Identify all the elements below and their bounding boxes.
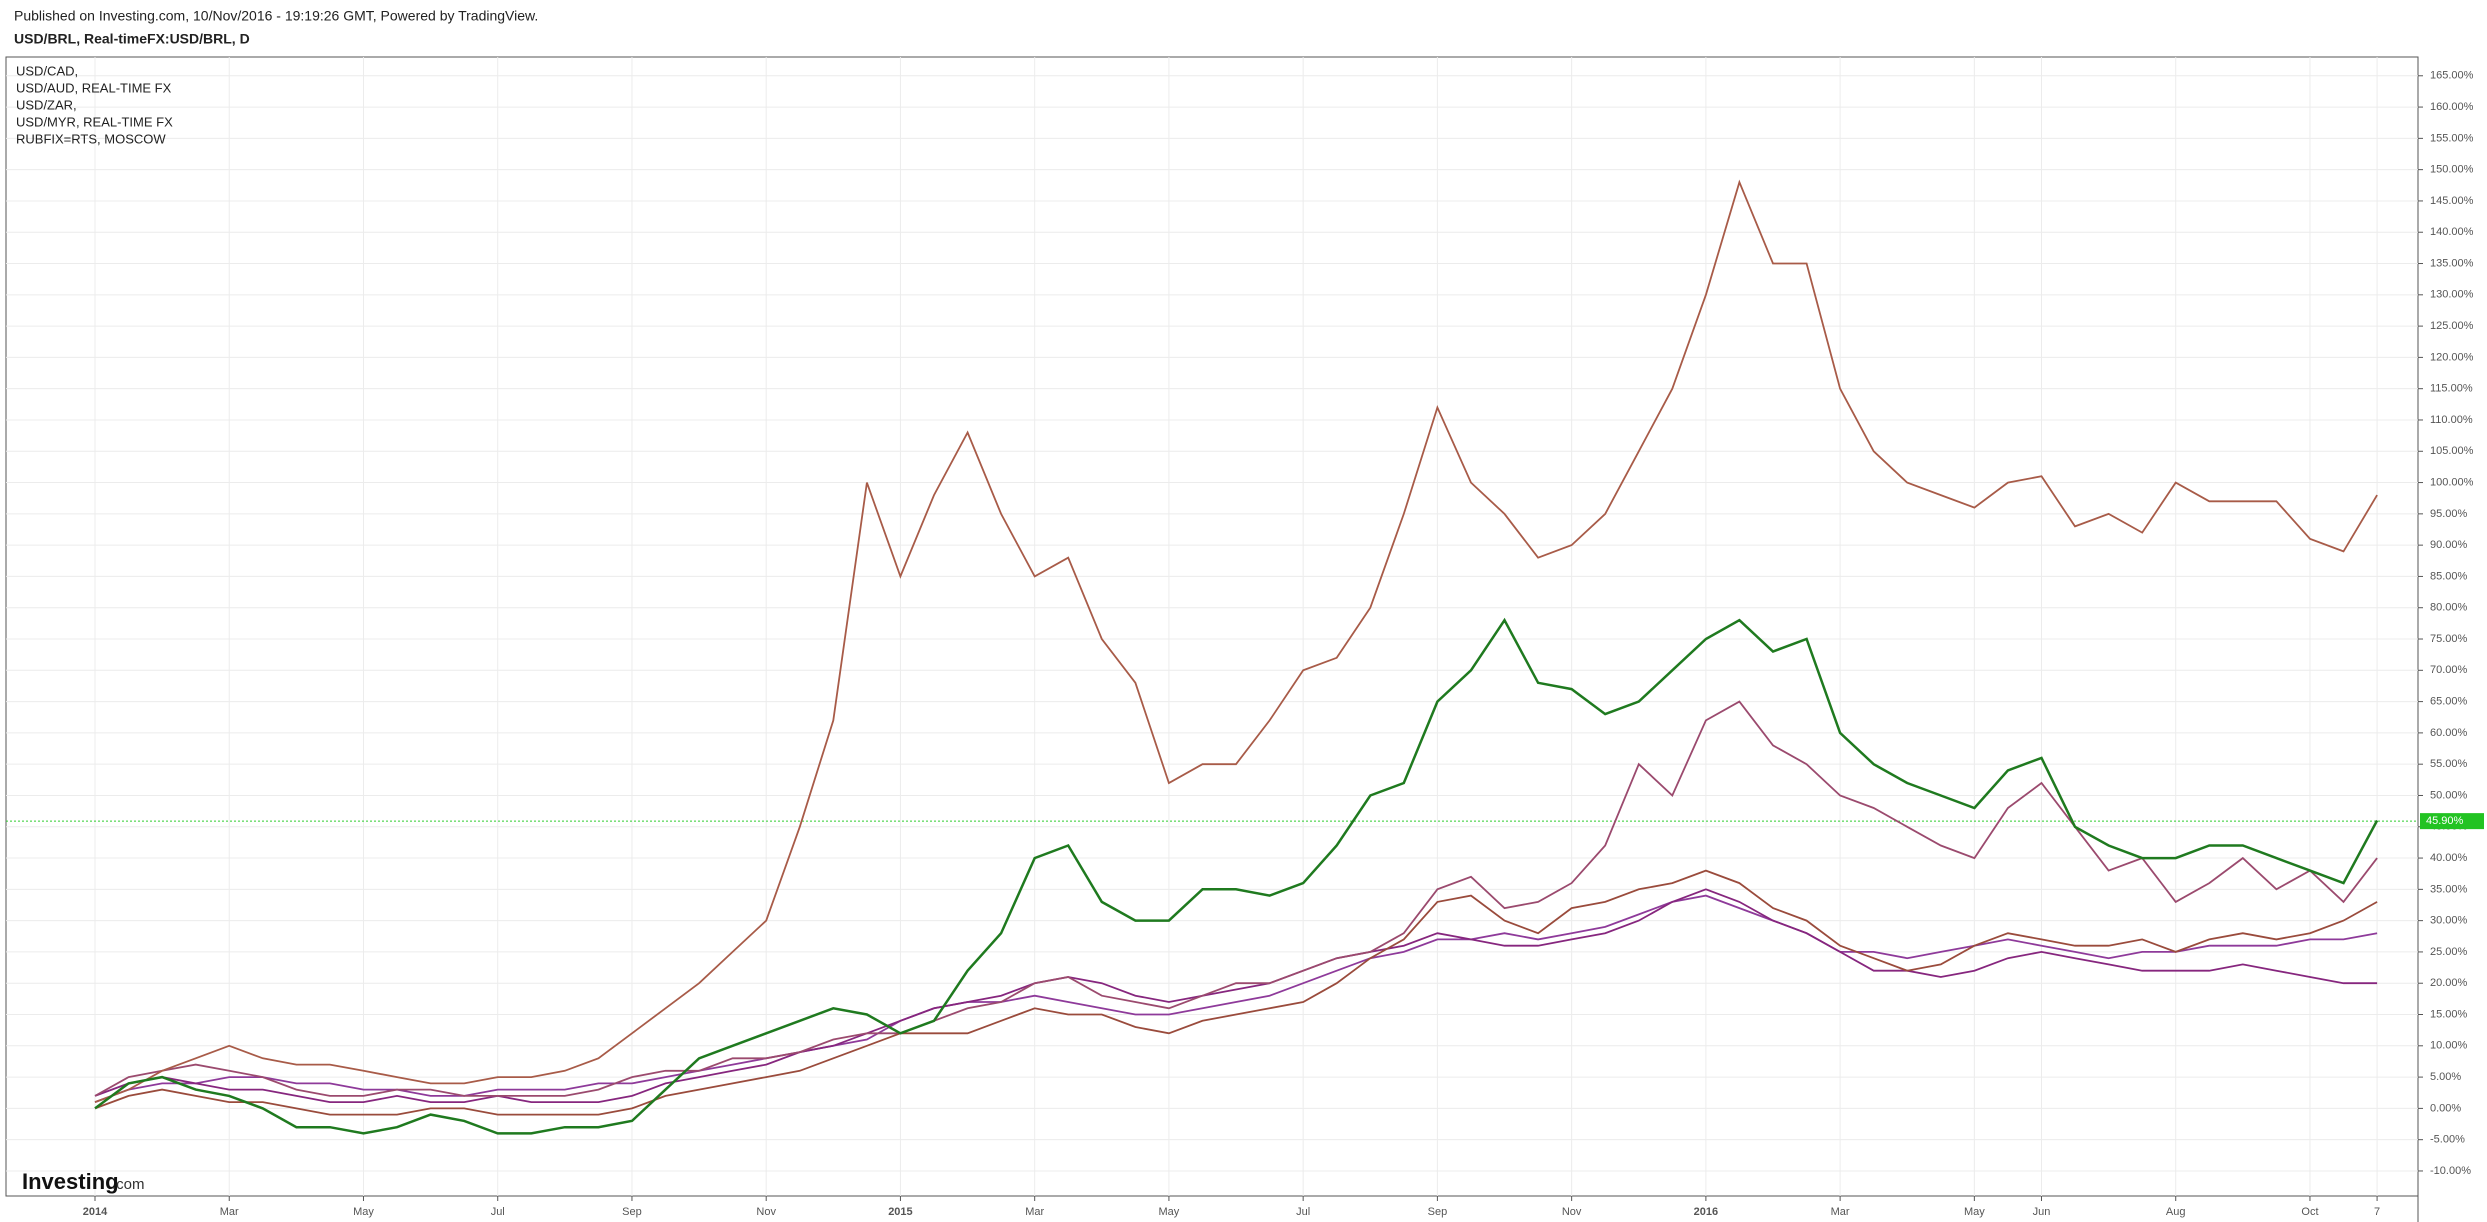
y-tick-label: 165.00% [2430,70,2474,82]
chart-title: USD/BRL, Real-timeFX:USD/BRL, D [14,31,250,47]
legend-label: USD/AUD, REAL-TIME FX [16,80,172,95]
y-tick-label: 5.00% [2430,1071,2461,1083]
y-tick-label: 90.00% [2430,539,2468,551]
y-tick-label: 10.00% [2430,1040,2468,1052]
x-tick-label: 7 [2374,1206,2380,1218]
x-tick-label: May [1964,1206,1985,1218]
watermark: Investing [22,1169,119,1194]
series-line [94,869,2378,1116]
y-tick-label: 110.00% [2430,414,2473,426]
y-tick-label: 40.00% [2430,852,2468,864]
y-tick-label: 85.00% [2430,570,2468,582]
legend-label: RUBFIX=RTS, MOSCOW [16,131,166,146]
x-tick-label: 2015 [888,1206,912,1218]
y-tick-label: 25.00% [2430,946,2468,958]
x-tick-label: May [353,1206,374,1218]
y-tick-label: 145.00% [2430,195,2474,207]
y-tick-label: 0.00% [2430,1102,2461,1114]
y-tick-label: 60.00% [2430,727,2468,739]
x-tick-label: 2014 [83,1206,108,1218]
y-tick-label: 50.00% [2430,789,2468,801]
last-price-label: 45.90% [2426,815,2464,827]
last-price-box [2420,813,2484,830]
x-tick-label: Mar [220,1206,239,1218]
watermark: .com [112,1176,145,1193]
series-line [94,700,2378,1097]
y-tick-label: 115.00% [2430,383,2473,395]
series-line [94,888,2378,1103]
y-tick-label: 160.00% [2430,101,2474,113]
y-tick-label: 120.00% [2430,351,2474,363]
y-tick-label: 155.00% [2430,132,2474,144]
x-tick-label: Oct [2301,1206,2318,1218]
y-tick-label: 140.00% [2430,226,2474,238]
x-tick-label: Jul [1296,1206,1310,1218]
y-tick-label: 125.00% [2430,320,2474,332]
y-tick-label: 75.00% [2430,633,2468,645]
x-tick-label: May [1159,1206,1180,1218]
header: Published on Investing.com, 10/Nov/2016 … [14,8,538,24]
y-tick-label: 55.00% [2430,758,2468,770]
y-tick-label: 130.00% [2430,289,2474,301]
y-tick-label: 135.00% [2430,257,2474,269]
y-tick-label: 95.00% [2430,508,2468,520]
y-tick-label: -5.00% [2430,1134,2465,1146]
y-tick-label: 70.00% [2430,664,2468,676]
legend-label: USD/MYR, REAL-TIME FX [16,114,173,129]
series-line [94,617,2379,1135]
y-tick-label: 65.00% [2430,696,2468,708]
y-tick-label: 30.00% [2430,915,2468,927]
x-tick-label: Sep [622,1206,642,1218]
y-tick-label: 100.00% [2430,476,2474,488]
y-tick-label: 150.00% [2430,164,2474,176]
x-tick-label: Jun [2033,1206,2051,1218]
y-tick-label: -10.00% [2430,1165,2471,1177]
y-tick-label: 20.00% [2430,977,2468,989]
series-line [94,179,2378,1103]
y-tick-label: 80.00% [2430,602,2468,614]
x-tick-label: Aug [2166,1206,2186,1218]
series-line [94,894,2378,1103]
legend-label: USD/ZAR, [16,97,77,112]
x-tick-label: Jul [491,1206,505,1218]
plot-frame [5,56,2419,1197]
x-tick-label: 2016 [1694,1206,1718,1218]
legend-label: USD/CAD, [16,63,78,78]
y-tick-label: 35.00% [2430,883,2468,895]
y-tick-label: 105.00% [2430,445,2474,457]
grid [6,57,2418,1196]
y-tick-label: 15.00% [2430,1008,2468,1020]
x-tick-label: Mar [1831,1206,1850,1218]
x-tick-label: Nov [1562,1206,1582,1218]
x-tick-label: Mar [1025,1206,1044,1218]
x-tick-label: Nov [756,1206,776,1218]
x-tick-label: Sep [1428,1206,1448,1218]
